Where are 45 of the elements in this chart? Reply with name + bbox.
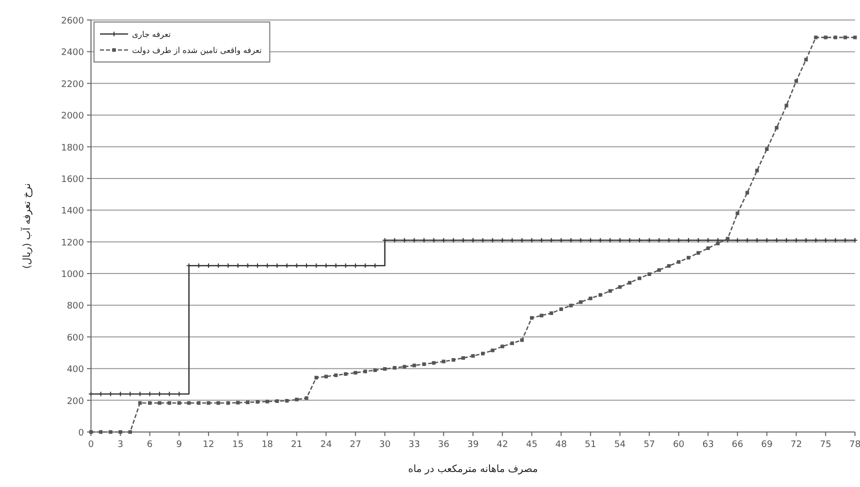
x-tick-label: 9 [176, 440, 182, 450]
y-tick-label: 0 [78, 428, 84, 438]
x-tick-label: 57 [644, 440, 656, 450]
x-tick-label: 66 [732, 440, 744, 450]
y-tick-label: 2400 [61, 48, 84, 58]
y-axis-title: نرخ تعرفه آب (ریال) [20, 183, 33, 269]
legend-label: تعرفه جاری [132, 30, 171, 39]
x-tick-label: 60 [672, 440, 685, 450]
y-tick-label: 600 [66, 333, 84, 344]
x-tick-label: 12 [202, 440, 214, 450]
y-tick-label: 2200 [61, 80, 84, 90]
x-tick-label: 33 [408, 440, 420, 450]
y-tick-label: 200 [66, 396, 84, 407]
x-tick-label: 24 [320, 440, 332, 450]
x-tick-label: 48 [555, 440, 568, 450]
x-tick-label: 42 [496, 440, 508, 450]
x-tick-label: 75 [820, 440, 832, 450]
x-tick-label: 45 [526, 440, 538, 450]
x-tick-label: 6 [146, 440, 153, 450]
y-tick-label: 1400 [61, 206, 84, 217]
x-tick-label: 63 [702, 440, 714, 450]
x-tick-label: 30 [379, 440, 391, 450]
x-tick-label: 3 [118, 440, 124, 450]
x-tick-label: 78 [849, 440, 860, 450]
x-tick-label: 36 [438, 440, 450, 450]
x-tick-label: 54 [614, 440, 626, 450]
y-tick-label: 1600 [61, 174, 84, 185]
y-tick-label: 2000 [61, 112, 84, 122]
x-tick-label: 18 [262, 440, 274, 450]
x-tick-label: 21 [290, 440, 302, 450]
y-tick-label: 1000 [61, 270, 84, 280]
y-tick-label: 800 [66, 302, 84, 312]
x-axis-title: مصرف ماهانه مترمکعب در ماه [408, 464, 538, 475]
legend-label: تعرفه واقعی تامین شده از طرف دولت [132, 46, 262, 55]
y-tick-label: 2600 [61, 16, 84, 26]
x-tick-label: 0 [88, 440, 94, 450]
x-tick-label: 27 [350, 440, 362, 450]
x-tick-label: 39 [467, 440, 479, 450]
x-tick-label: 72 [790, 440, 802, 450]
y-tick-label: 1200 [61, 238, 84, 248]
x-tick-label: 51 [584, 440, 596, 450]
y-tick-label: 1800 [61, 143, 84, 154]
y-tick-label: 400 [66, 365, 84, 376]
x-tick-label: 15 [232, 440, 244, 450]
x-tick-label: 69 [761, 440, 773, 450]
